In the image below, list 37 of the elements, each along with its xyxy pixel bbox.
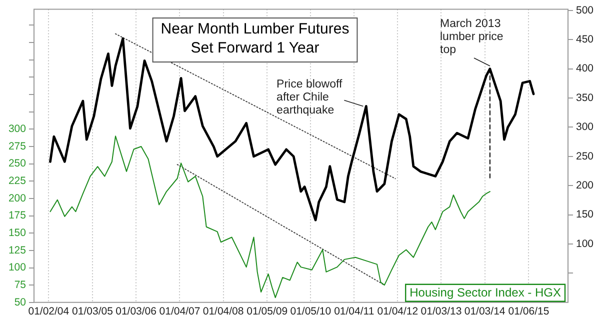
y-tick-label: 75 [14, 278, 26, 291]
series-label: Housing Sector Index - HGX [410, 286, 562, 300]
x-tick-label: 01/06/15 [508, 306, 550, 318]
x-tick-label: 01/04/08 [202, 306, 244, 318]
x-tick-label: 01/03/06 [116, 306, 157, 318]
y2-tick-label: 350 [576, 92, 594, 104]
text: Set Forward 1 Year [190, 40, 320, 57]
x-tick-label: 01/03/14 [464, 306, 506, 318]
y2-tick-label: 500 [576, 4, 594, 16]
y2-tick-label: 450 [576, 34, 594, 46]
text: Near Month Lumber Futures [160, 20, 350, 38]
y-tick-label: 100 [8, 262, 26, 274]
y2-tick-label: 200 [576, 180, 594, 192]
y-tick-label: 125 [8, 244, 26, 256]
y-tick-label: 50 [14, 296, 26, 308]
x-tick-label: 01/04/12 [377, 306, 418, 318]
y-tick-label: 300 [8, 123, 26, 136]
x-tick-label: 01/04/11 [334, 306, 374, 318]
y2-tick-label: 150 [576, 208, 594, 221]
y2-tick-label: 300 [576, 121, 594, 134]
y2-tick-label: 250 [576, 150, 594, 162]
y2-tick-label: 100 [576, 238, 594, 250]
x-tick-label: 01/05/10 [290, 306, 332, 318]
y-tick-label: 175 [8, 210, 26, 222]
y-tick-label: 250 [8, 158, 26, 170]
x-tick-label: 01/02/04 [28, 306, 70, 318]
x-tick-label: 01/05/09 [246, 306, 288, 318]
y-tick-label: 150 [8, 227, 26, 239]
y2-tick-label: 400 [576, 62, 594, 75]
x-tick-label: 01/03/05 [72, 306, 114, 318]
x-tick-label: 01/03/13 [420, 306, 462, 318]
y-tick-label: 200 [8, 192, 26, 204]
annotation: March 2013 lumber price top [440, 18, 504, 56]
x-tick-label: 01/04/07 [159, 306, 200, 318]
annotation: Price blowoff after Chile earthquake [276, 78, 343, 117]
y-tick-label: 275 [8, 140, 26, 152]
y-tick-label: 225 [8, 175, 26, 188]
